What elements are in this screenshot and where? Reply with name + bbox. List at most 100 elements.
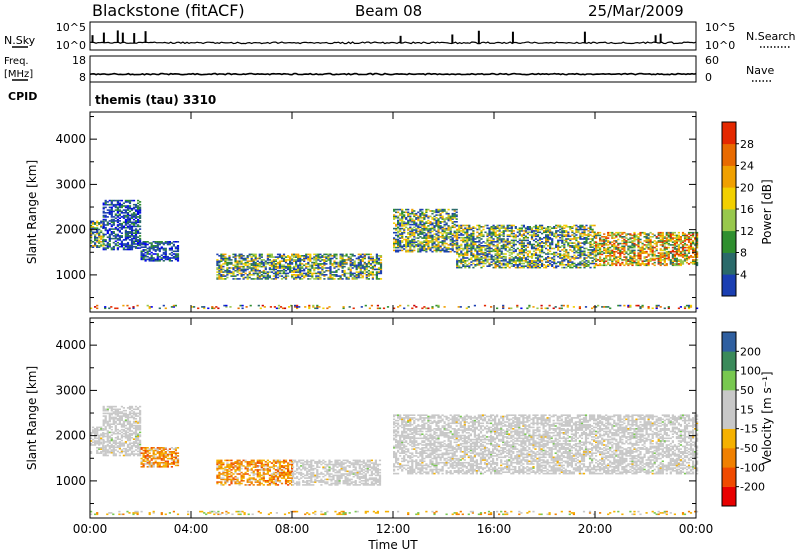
scatter-cell (571, 234, 574, 236)
scatter-cell (649, 242, 652, 245)
scatter-cell (647, 260, 650, 262)
scatter-cell (335, 257, 338, 260)
scatter-cell (500, 255, 503, 258)
scatter-cell (116, 220, 119, 222)
scatter-cell (435, 225, 438, 227)
scatter-cell (447, 244, 450, 246)
scatter-cell (502, 246, 505, 248)
scatter-cell (498, 232, 501, 235)
scatter-cell (597, 264, 600, 267)
scatter-cell (282, 255, 286, 257)
scatter-cell (653, 250, 656, 253)
scatter-cell (343, 271, 346, 273)
scatter-cell (538, 243, 542, 246)
scatter-cell (90, 231, 93, 234)
scatter-cell (342, 306, 345, 308)
scatter-cell (282, 253, 286, 256)
scatter-cell (321, 263, 324, 265)
scatter-cell (419, 221, 422, 223)
scatter-cell (673, 253, 676, 256)
scatter-cell (522, 243, 525, 246)
scatter-cell (92, 231, 95, 234)
scatter-cell (256, 276, 259, 279)
scatter-cell (134, 235, 138, 237)
scatter-cell (120, 222, 123, 225)
scatter-cell (96, 222, 99, 224)
scatter-cell (504, 239, 507, 242)
scatter-cell (415, 227, 418, 230)
scatter-cell (349, 253, 352, 256)
scatter-cell (280, 267, 284, 269)
scatter-cell (488, 246, 491, 248)
scatter-cell (494, 241, 497, 243)
scatter-cell (315, 264, 318, 267)
scatter-cell (437, 249, 440, 252)
scatter-cell (609, 253, 612, 256)
scatter-cell (371, 256, 374, 258)
scatter-cell (339, 253, 342, 256)
scatter-cell (232, 253, 235, 256)
scatter-cell (433, 241, 436, 243)
scatter-cell (333, 274, 336, 276)
scatter-cell (303, 276, 306, 279)
scatter-cell (90, 433, 93, 435)
scatter-cell (216, 263, 219, 265)
scatter-cell (460, 247, 463, 250)
scatter-cell (146, 241, 149, 243)
scatter-cell (278, 275, 282, 277)
scatter-cell (573, 262, 576, 265)
scatter-cell (583, 236, 586, 239)
scatter-cell (170, 257, 173, 259)
scatter-cell (506, 264, 509, 266)
scatter-cell (114, 235, 117, 237)
scatter-cell (667, 255, 670, 257)
scatter-cell (615, 241, 618, 243)
scatter-cell (110, 201, 113, 203)
scatter-cell (613, 242, 616, 245)
scatter-cell (252, 260, 255, 262)
scatter-cell (112, 247, 115, 249)
scatter-cell (132, 222, 136, 225)
scatter-cell (244, 261, 247, 264)
scatter-cell (242, 257, 245, 260)
scatter-cell (673, 264, 676, 267)
scatter-cell (631, 260, 634, 262)
scatter-cell (575, 245, 578, 247)
scatter-cell (299, 256, 302, 258)
scatter-cell (468, 238, 471, 240)
scatter-cell (248, 276, 251, 279)
scatter-cell (579, 232, 582, 235)
scatter-cell (443, 208, 446, 211)
scatter-cell (581, 238, 584, 240)
scatter-cell (545, 227, 548, 229)
scatter-cell (154, 260, 157, 262)
scatter-cell (583, 251, 586, 254)
scatter-cell (685, 304, 689, 307)
scatter-cell (112, 222, 115, 225)
scatter-cell (696, 307, 699, 310)
scatter-cell (319, 276, 322, 279)
scatter-cell (325, 274, 328, 276)
scatter-cell (104, 450, 107, 453)
scatter-cell (573, 235, 576, 238)
scatter-cell (694, 255, 697, 257)
scatter-cell (128, 247, 132, 249)
scatter-cell (222, 268, 225, 271)
scatter-cell (134, 209, 138, 211)
scatter-cell (601, 260, 604, 262)
scatter-cell (427, 241, 430, 243)
scatter-cell (359, 256, 362, 258)
scatter-cell (102, 409, 105, 412)
scatter-cell (565, 230, 568, 232)
scatter-cell (359, 260, 362, 262)
scatter-cell (270, 265, 273, 268)
scatter-cell (339, 260, 342, 262)
scatter-cell (268, 271, 271, 273)
scatter-cell (403, 217, 406, 219)
scatter-cell (637, 253, 640, 256)
scatter-cell (266, 257, 269, 260)
scatter-cell (309, 253, 312, 256)
scatter-cell (174, 257, 177, 259)
scatter-cell (166, 257, 169, 259)
scatter-cell (482, 241, 485, 243)
